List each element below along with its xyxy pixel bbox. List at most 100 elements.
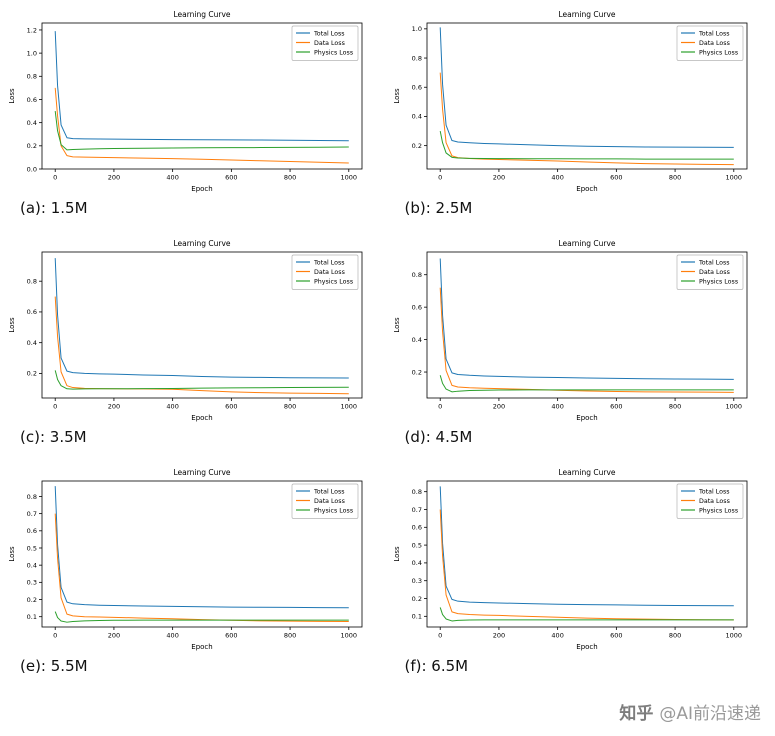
svg-text:Physics Loss: Physics Loss — [699, 507, 738, 514]
svg-text:0.4: 0.4 — [411, 336, 421, 344]
watermark-brand-logo: 知乎 — [619, 704, 654, 724]
svg-text:400: 400 — [166, 632, 178, 640]
svg-text:0.3: 0.3 — [27, 579, 37, 587]
svg-text:600: 600 — [225, 403, 237, 411]
svg-text:1.0: 1.0 — [411, 25, 421, 33]
subplot-e: 0 200 400 600 800 1000 0.1 0.2 0.3 0.4 0.5 0.6 0.7 0.… — [4, 464, 389, 693]
svg-text:1000: 1000 — [725, 174, 742, 182]
svg-text:800: 800 — [284, 632, 296, 640]
svg-text:600: 600 — [225, 632, 237, 640]
svg-text:800: 800 — [284, 403, 296, 411]
watermark-handle: @AI前沿速递 — [659, 704, 761, 724]
subplot-b-caption: (b): 2.5M — [404, 199, 473, 217]
svg-text:Data Loss: Data Loss — [314, 498, 345, 505]
svg-text:1000: 1000 — [341, 403, 358, 411]
svg-text:Total Loss: Total Loss — [313, 488, 345, 495]
svg-text:Loss: Loss — [393, 546, 401, 562]
svg-text:600: 600 — [225, 174, 237, 182]
svg-text:Data Loss: Data Loss — [699, 498, 730, 505]
svg-text:200: 200 — [108, 632, 120, 640]
subplot-b: 0 200 400 600 800 1000 0.2 0.4 0.6 0.8 1.0 Learning… — [389, 6, 774, 235]
svg-text:Epoch: Epoch — [576, 643, 597, 651]
svg-text:0: 0 — [438, 403, 442, 411]
learning-curve-chart-c: 0 200 400 600 800 1000 0.2 0.4 0.6 0.8 Learning Cu… — [8, 239, 363, 422]
svg-text:600: 600 — [610, 403, 622, 411]
svg-text:Data Loss: Data Loss — [699, 269, 730, 276]
svg-text:0.2: 0.2 — [411, 595, 421, 603]
svg-text:Learning Curve: Learning Curve — [558, 239, 615, 248]
svg-text:Total Loss: Total Loss — [313, 259, 345, 266]
svg-text:600: 600 — [610, 174, 622, 182]
learning-curve-chart-d: 0 200 400 600 800 1000 0.2 0.4 0.6 0.8 Learning Cu… — [393, 239, 747, 422]
svg-text:Total Loss: Total Loss — [698, 488, 730, 495]
svg-text:0.8: 0.8 — [411, 271, 421, 279]
svg-text:Learning Curve: Learning Curve — [558, 10, 615, 19]
svg-text:400: 400 — [551, 403, 563, 411]
svg-text:0: 0 — [53, 174, 57, 182]
svg-text:Physics Loss: Physics Loss — [314, 278, 353, 285]
svg-text:0.2: 0.2 — [27, 370, 37, 378]
svg-text:400: 400 — [166, 174, 178, 182]
svg-text:0: 0 — [53, 632, 57, 640]
svg-text:Learning Curve: Learning Curve — [173, 10, 230, 19]
svg-text:Data Loss: Data Loss — [699, 40, 730, 47]
svg-text:800: 800 — [668, 174, 680, 182]
figure-grid: 0 200 400 600 800 1000 0.0 0.2 0.4 0.6 0.8 1.0 1.2 Le… — [4, 6, 774, 693]
subplot-d-caption: (d): 4.5M — [404, 428, 473, 446]
learning-curve-chart-e: 0 200 400 600 800 1000 0.1 0.2 0.3 0.4 0.5 0.6 0.7 0.… — [8, 468, 363, 651]
svg-text:0: 0 — [438, 174, 442, 182]
svg-text:1000: 1000 — [725, 403, 742, 411]
svg-text:Loss: Loss — [8, 88, 16, 104]
svg-text:Epoch: Epoch — [191, 185, 212, 193]
svg-text:0.2: 0.2 — [411, 142, 421, 150]
svg-text:0.6: 0.6 — [27, 527, 37, 535]
svg-text:200: 200 — [492, 403, 504, 411]
svg-text:0.6: 0.6 — [27, 308, 37, 316]
svg-text:400: 400 — [551, 174, 563, 182]
svg-text:0.6: 0.6 — [411, 524, 421, 532]
learning-curve-chart-f: 0 200 400 600 800 1000 0.1 0.2 0.3 0.4 0.5 0.6 0.7 0.… — [393, 468, 747, 651]
svg-text:0.8: 0.8 — [27, 493, 37, 501]
subplot-c: 0 200 400 600 800 1000 0.2 0.4 0.6 0.8 Learning Cu… — [4, 235, 389, 464]
learning-curve-chart-a: 0 200 400 600 800 1000 0.0 0.2 0.4 0.6 0.8 1.0 1.2 Le… — [8, 10, 363, 193]
svg-text:200: 200 — [492, 174, 504, 182]
svg-text:Epoch: Epoch — [576, 185, 597, 193]
svg-text:Learning Curve: Learning Curve — [173, 468, 230, 477]
svg-text:Epoch: Epoch — [191, 414, 212, 422]
svg-text:800: 800 — [284, 174, 296, 182]
svg-text:0.2: 0.2 — [27, 596, 37, 604]
svg-text:0.6: 0.6 — [27, 96, 37, 104]
svg-text:0.8: 0.8 — [411, 54, 421, 62]
svg-text:Total Loss: Total Loss — [698, 259, 730, 266]
watermark: 知乎 @AI前沿速递 — [619, 699, 761, 724]
svg-text:0.1: 0.1 — [27, 613, 37, 621]
svg-text:Total Loss: Total Loss — [313, 30, 345, 37]
svg-text:Learning Curve: Learning Curve — [558, 468, 615, 477]
svg-text:400: 400 — [551, 632, 563, 640]
svg-text:0.0: 0.0 — [27, 165, 37, 173]
svg-text:0.7: 0.7 — [411, 506, 421, 514]
svg-text:Data Loss: Data Loss — [314, 40, 345, 47]
svg-text:0.4: 0.4 — [27, 561, 37, 569]
svg-text:0.3: 0.3 — [411, 577, 421, 585]
svg-text:0.5: 0.5 — [27, 544, 37, 552]
svg-text:200: 200 — [108, 403, 120, 411]
svg-text:1.2: 1.2 — [27, 26, 37, 34]
svg-text:1.0: 1.0 — [27, 49, 37, 57]
svg-text:0.5: 0.5 — [411, 541, 421, 549]
svg-text:Epoch: Epoch — [576, 414, 597, 422]
svg-text:Learning Curve: Learning Curve — [173, 239, 230, 248]
svg-text:0.8: 0.8 — [411, 488, 421, 496]
svg-text:0.4: 0.4 — [411, 559, 421, 567]
subplot-a-caption: (a): 1.5M — [20, 199, 88, 217]
subplot-f-caption: (f): 6.5M — [404, 657, 469, 675]
svg-text:Loss: Loss — [393, 88, 401, 104]
svg-text:0.2: 0.2 — [27, 142, 37, 150]
svg-text:800: 800 — [668, 632, 680, 640]
svg-text:1000: 1000 — [725, 632, 742, 640]
svg-text:Loss: Loss — [8, 317, 16, 333]
svg-text:400: 400 — [166, 403, 178, 411]
svg-text:0: 0 — [438, 632, 442, 640]
svg-text:Physics Loss: Physics Loss — [314, 507, 353, 514]
svg-text:0.2: 0.2 — [411, 368, 421, 376]
